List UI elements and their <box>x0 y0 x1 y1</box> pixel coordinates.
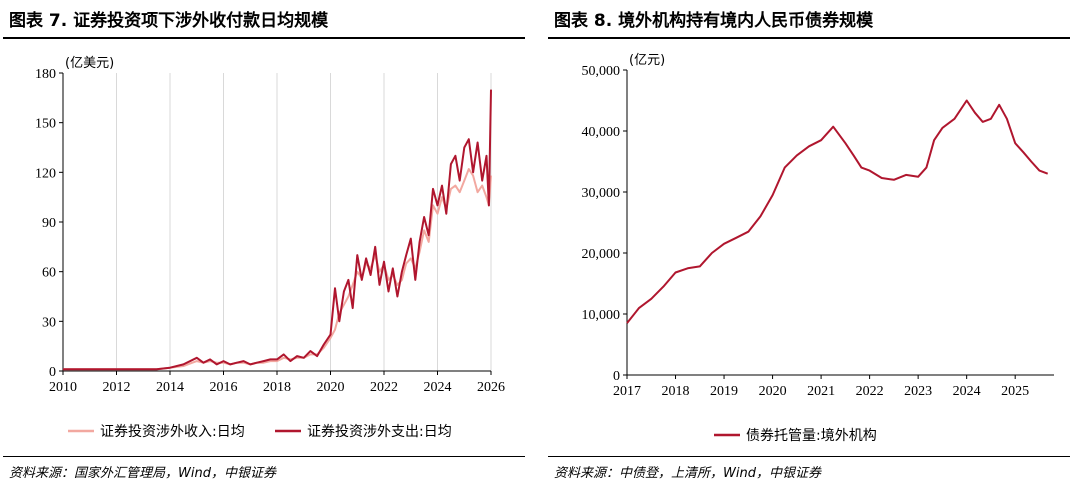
right-y-tick-label: 50,000 <box>582 64 621 79</box>
right-unit-label: (亿元) <box>629 53 665 68</box>
right-y-tick-label: 0 <box>613 369 620 384</box>
left-y-tick-label: 90 <box>42 216 56 231</box>
right-chart-panel: 图表 8. 境外机构持有境内人民币债券规模 0 10,000 20,000 30,00… <box>548 0 1073 488</box>
right-source-rule <box>548 456 1070 457</box>
right-x-tick-label: 2017 <box>613 384 641 399</box>
right-title-rule <box>548 37 1070 39</box>
left-x-tick-label: 2026 <box>477 380 505 395</box>
right-y-tick-label: 10,000 <box>582 308 621 323</box>
right-x-tick-label: 2025 <box>1001 384 1029 399</box>
left-legend-label-2: 证券投资涉外支出:日均 <box>307 424 452 440</box>
left-y-tick-label: 0 <box>49 365 56 380</box>
left-y-tick-label: 150 <box>35 117 56 132</box>
left-series-line-2 <box>63 89 492 371</box>
right-x-tick-label: 2023 <box>904 384 932 399</box>
left-y-tick-label: 30 <box>42 315 56 330</box>
right-y-tick-label: 20,000 <box>582 247 621 262</box>
left-legend-label-1: 证券投资涉外收入:日均 <box>100 424 245 440</box>
left-chart-title: 图表 7. 证券投资项下涉外收付款日均规模 <box>9 11 329 31</box>
left-x-tick-label: 2024 <box>424 380 452 395</box>
right-y-tick-label: 40,000 <box>582 125 621 140</box>
left-y-tick-label: 180 <box>35 67 56 82</box>
left-x-tick-label: 2018 <box>263 380 291 395</box>
right-x-tick-label: 2021 <box>807 384 835 399</box>
left-chart-source: 资料来源：国家外汇管理局，Wind，中银证券 <box>9 466 276 481</box>
left-source-rule <box>3 456 525 457</box>
right-chart-source: 资料来源：中债登，上清所，Wind，中银证券 <box>554 466 821 481</box>
left-chart-panel: 图表 7. 证券投资项下涉外收付款日均规模 0 30 60 90 120 150 180 20… <box>3 0 528 488</box>
left-x-tick-label: 2014 <box>156 380 184 395</box>
right-x-tick-label: 2024 <box>953 384 981 399</box>
left-x-tick-label: 2012 <box>103 380 131 395</box>
right-y-tick-label: 30,000 <box>582 186 621 201</box>
left-title-rule <box>3 37 525 39</box>
left-chart-svg: 0 30 60 90 120 150 180 2010 2012 2014 2016 2018 2020… <box>35 56 505 440</box>
right-series-line-1 <box>626 99 1049 324</box>
left-y-tick-label: 60 <box>42 266 56 281</box>
right-x-tick-label: 2020 <box>759 384 787 399</box>
left-x-tick-label: 2016 <box>210 380 238 395</box>
right-x-tick-label: 2019 <box>710 384 738 399</box>
left-x-tick-label: 2020 <box>317 380 345 395</box>
right-chart-svg: 0 10,000 20,000 30,000 40,000 50,000 2017 2018 2… <box>582 53 1054 444</box>
left-x-tick-label: 2022 <box>370 380 398 395</box>
left-x-tick-label: 2010 <box>49 380 77 395</box>
right-chart-title: 图表 8. 境外机构持有境内人民币债券规模 <box>554 11 874 31</box>
right-x-tick-label: 2018 <box>662 384 690 399</box>
left-unit-label: (亿美元) <box>65 56 114 71</box>
right-legend-label-1: 债券托管量:境外机构 <box>746 428 877 444</box>
left-y-tick-label: 120 <box>35 166 56 181</box>
right-x-tick-label: 2022 <box>856 384 884 399</box>
